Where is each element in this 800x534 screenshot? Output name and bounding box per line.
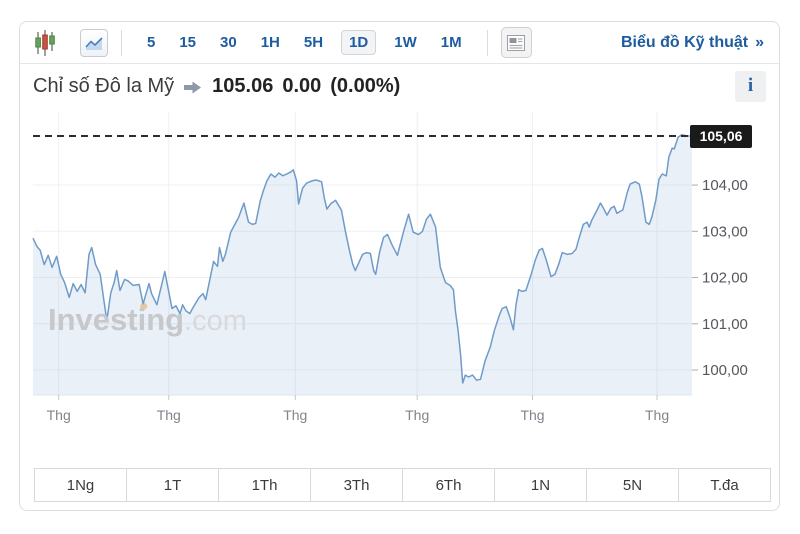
y-tick-label: 101,00 xyxy=(702,316,748,333)
chart-widget-card: 5 15 30 1H 5H 1D 1W 1M Biểu đồ Kỹ thuật » Chỉ s… xyxy=(19,21,780,511)
info-button[interactable]: i xyxy=(735,70,766,102)
range-1Th[interactable]: 1Th xyxy=(218,468,311,502)
range-5N[interactable]: 5N xyxy=(586,468,679,502)
event-marker xyxy=(140,302,148,310)
interval-1M[interactable]: 1M xyxy=(435,30,468,55)
price-change-percent: (0.00%) xyxy=(330,74,401,97)
chart-toolbar: 5 15 30 1H 5H 1D 1W 1M Biểu đồ Kỹ thuật » xyxy=(20,22,779,64)
y-tick-label: 104,00 xyxy=(702,177,748,194)
last-price-tag: 105,06 xyxy=(690,124,752,148)
interval-1W[interactable]: 1W xyxy=(388,30,423,55)
right-arrow-icon xyxy=(184,81,202,93)
interval-1D[interactable]: 1D xyxy=(341,30,377,55)
news-panel-icon xyxy=(507,34,526,51)
range-6Th[interactable]: 6Th xyxy=(402,468,495,502)
area-fill xyxy=(33,134,692,395)
x-tick-label: Thg xyxy=(47,407,71,423)
toolbar-divider xyxy=(121,29,122,56)
technical-chart-link[interactable]: Biểu đồ Kỹ thuật » xyxy=(621,34,764,52)
interval-5H[interactable]: 5H xyxy=(298,30,329,55)
interval-1H[interactable]: 1H xyxy=(255,30,286,55)
technical-chart-label: Biểu đồ Kỹ thuật xyxy=(620,33,749,51)
price-change: 0.00 xyxy=(282,74,322,97)
interval-group: 5 15 30 1H 5H 1D 1W 1M xyxy=(135,30,474,55)
candlestick-chart-icon[interactable] xyxy=(35,29,55,57)
x-tick-label: Thg xyxy=(405,407,429,423)
y-tick-label: 103,00 xyxy=(702,223,748,240)
news-panel-button[interactable] xyxy=(500,27,532,58)
x-tick-label: Thg xyxy=(645,407,669,423)
y-tick-label: 100,00 xyxy=(702,362,748,379)
price-line xyxy=(32,133,692,384)
range-T.đa[interactable]: T.đa xyxy=(678,468,771,502)
x-tick-label: Thg xyxy=(520,407,544,423)
range-1N[interactable]: 1N xyxy=(494,468,587,502)
double-chevron-icon: » xyxy=(755,33,764,51)
range-row: 1Ng 1T 1Th 3Th 6Th 1N 5N T.đa xyxy=(34,468,771,502)
x-tick-label: Thg xyxy=(283,407,307,423)
instrument-name: Chỉ số Đô la Mỹ xyxy=(33,74,175,97)
range-1T[interactable]: 1T xyxy=(126,468,219,502)
x-tick-label: Thg xyxy=(157,407,181,423)
line-chart-type-button[interactable] xyxy=(80,28,108,57)
range-1Ng[interactable]: 1Ng xyxy=(34,468,127,502)
range-3Th[interactable]: 3Th xyxy=(310,468,403,502)
last-price: 105.06 xyxy=(212,74,274,97)
interval-15[interactable]: 15 xyxy=(173,30,202,55)
interval-30[interactable]: 30 xyxy=(214,30,243,55)
instrument-header: Chỉ số Đô la Mỹ 105.06 0.00 (0.00%) i xyxy=(20,64,779,108)
toolbar-divider xyxy=(486,29,488,56)
y-tick-label: 102,00 xyxy=(702,270,748,287)
line-chart-icon xyxy=(85,36,103,50)
chart-area: Thg Thg Thg Thg Thg Thg 104,00 103,00 102,00 101,… xyxy=(20,108,779,426)
price-chart[interactable]: Thg Thg Thg Thg Thg Thg 104,00 103,00 102,00 101,… xyxy=(20,108,779,426)
interval-5[interactable]: 5 xyxy=(141,30,161,55)
